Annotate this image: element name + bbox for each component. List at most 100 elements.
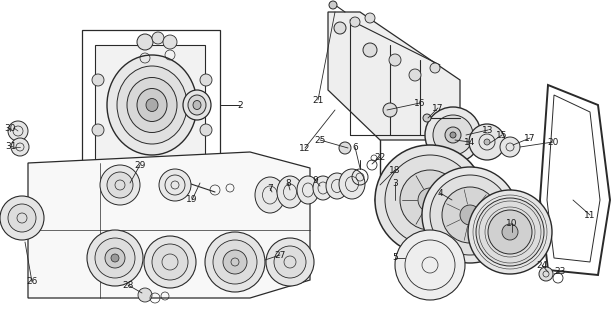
Text: 17: 17 <box>432 103 444 113</box>
Circle shape <box>138 288 152 302</box>
Circle shape <box>430 175 510 255</box>
Text: 27: 27 <box>274 251 286 260</box>
Text: 8: 8 <box>285 179 291 188</box>
Text: 25: 25 <box>314 135 326 145</box>
Circle shape <box>223 250 247 274</box>
Text: 28: 28 <box>123 281 134 290</box>
Text: 19: 19 <box>186 196 198 204</box>
Ellipse shape <box>107 55 197 155</box>
Circle shape <box>395 230 465 300</box>
Circle shape <box>200 124 212 136</box>
Text: 9: 9 <box>312 175 318 185</box>
Text: 30: 30 <box>4 124 16 132</box>
Circle shape <box>460 205 480 225</box>
Circle shape <box>111 254 119 262</box>
Text: 23: 23 <box>554 268 565 276</box>
Circle shape <box>442 187 498 243</box>
Text: 16: 16 <box>414 99 426 108</box>
Ellipse shape <box>255 177 285 213</box>
Circle shape <box>389 54 401 66</box>
Text: 4: 4 <box>437 188 443 197</box>
Text: 17: 17 <box>524 133 536 142</box>
Circle shape <box>92 74 104 86</box>
Circle shape <box>488 210 532 254</box>
Polygon shape <box>28 152 310 298</box>
Circle shape <box>339 142 351 154</box>
Ellipse shape <box>277 176 303 208</box>
Circle shape <box>205 232 265 292</box>
Circle shape <box>365 13 375 23</box>
Circle shape <box>409 69 421 81</box>
Circle shape <box>400 170 460 230</box>
Circle shape <box>469 124 505 160</box>
Circle shape <box>100 165 140 205</box>
Circle shape <box>11 138 29 156</box>
Text: 26: 26 <box>26 277 38 286</box>
Ellipse shape <box>146 99 158 111</box>
Circle shape <box>484 139 490 145</box>
Circle shape <box>383 103 397 117</box>
Circle shape <box>375 145 485 255</box>
Circle shape <box>350 17 360 27</box>
Circle shape <box>87 230 143 286</box>
Circle shape <box>8 204 36 232</box>
Text: 12: 12 <box>299 143 310 153</box>
Circle shape <box>105 248 125 268</box>
Circle shape <box>450 132 456 138</box>
Ellipse shape <box>193 100 201 109</box>
Circle shape <box>182 180 188 186</box>
Text: 18: 18 <box>389 165 401 174</box>
Text: 31: 31 <box>6 141 17 150</box>
Circle shape <box>95 238 135 278</box>
Circle shape <box>144 236 196 288</box>
Circle shape <box>213 240 257 284</box>
Circle shape <box>92 124 104 136</box>
Circle shape <box>274 246 306 278</box>
Ellipse shape <box>188 95 206 115</box>
Circle shape <box>468 190 552 274</box>
Circle shape <box>385 155 475 245</box>
Ellipse shape <box>127 77 177 132</box>
Ellipse shape <box>137 89 167 122</box>
Text: 6: 6 <box>352 142 358 151</box>
Ellipse shape <box>297 176 319 204</box>
Circle shape <box>163 35 177 49</box>
Circle shape <box>137 34 153 50</box>
Polygon shape <box>328 12 460 140</box>
Circle shape <box>329 1 337 9</box>
Circle shape <box>159 169 191 201</box>
Circle shape <box>422 167 518 263</box>
Text: 21: 21 <box>312 95 323 105</box>
Circle shape <box>425 107 481 163</box>
Circle shape <box>107 172 133 198</box>
Circle shape <box>500 137 520 157</box>
Text: 2: 2 <box>237 100 243 109</box>
Circle shape <box>152 244 188 280</box>
Circle shape <box>433 115 473 155</box>
Text: 24: 24 <box>537 260 548 269</box>
Circle shape <box>502 224 518 240</box>
Ellipse shape <box>117 66 187 144</box>
Text: 10: 10 <box>506 219 518 228</box>
Circle shape <box>334 22 346 34</box>
Circle shape <box>445 127 461 143</box>
Circle shape <box>200 74 212 86</box>
Circle shape <box>8 121 28 141</box>
Ellipse shape <box>313 176 333 200</box>
Text: 11: 11 <box>584 211 596 220</box>
Circle shape <box>476 198 544 266</box>
Circle shape <box>423 114 431 122</box>
Circle shape <box>375 195 385 205</box>
Circle shape <box>418 188 442 212</box>
Circle shape <box>426 196 434 204</box>
Polygon shape <box>95 45 205 165</box>
Circle shape <box>363 43 377 57</box>
Text: 5: 5 <box>392 253 398 262</box>
Text: 15: 15 <box>496 131 508 140</box>
Text: 14: 14 <box>464 138 476 147</box>
Circle shape <box>430 63 440 73</box>
Text: 3: 3 <box>392 179 398 188</box>
Text: 13: 13 <box>482 125 494 134</box>
Text: 7: 7 <box>267 183 273 193</box>
Circle shape <box>266 238 314 286</box>
